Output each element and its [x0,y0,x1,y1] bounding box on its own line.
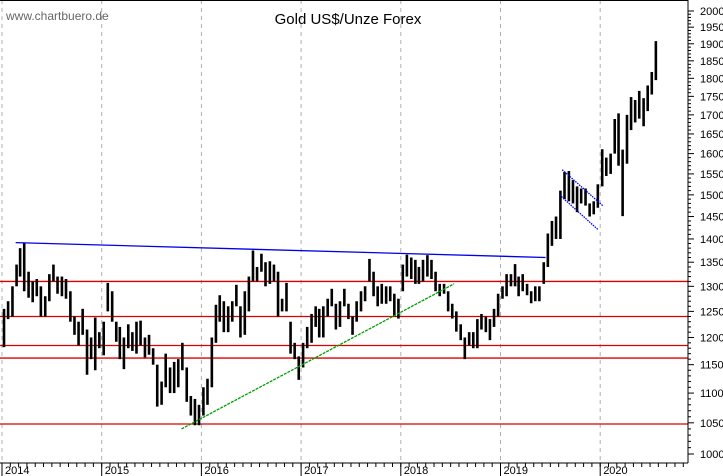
y-tick-label: 1700 [700,110,723,122]
year-gridlines [1,0,601,463]
y-tick-label: 1900 [700,39,723,51]
price-bars [2,41,658,426]
y-tick-label: 1450 [700,212,723,224]
y-tick-label: 1200 [700,332,723,344]
y-tick-label: 1400 [700,234,723,246]
y-tick-label: 1100 [700,388,723,400]
y-tick-label: 1950 [700,22,723,34]
x-tick-label: 2017 [304,465,328,476]
resistance-trend-line [15,241,546,259]
y-tick-label: 1050 [700,418,723,430]
y-tick-label: 1750 [700,91,723,103]
x-tick-label: 2014 [5,465,29,476]
watermark: www.chartbuero.de [5,9,109,23]
y-tick-label: 1000 [700,449,723,461]
y-tick-label: 1800 [700,73,723,85]
x-tick-label: 2016 [204,465,228,476]
support-trend-line [181,283,455,430]
y-axis: 1000 1050 1100 1150 1200 1250 1300 1350 1400 1450… [688,6,723,461]
trend-lines [15,169,604,430]
y-tick-label: 1600 [700,149,723,161]
channel-lower-trend-line [559,194,599,231]
y-tick-label: 1650 [700,129,723,141]
x-tick-label: 2015 [105,465,129,476]
x-tick-label: 2018 [404,465,428,476]
channel-upper-trend-line [561,169,604,207]
x-axis: 2014 2015 2016 2017 2018 2019 2020 [1,463,684,476]
y-tick-label: 1850 [700,56,723,68]
y-tick-label: 2000 [700,6,723,18]
y-tick-label: 1300 [700,281,723,293]
y-tick-label: 1500 [700,190,723,202]
y-tick-label: 1150 [700,360,723,372]
support-lines [0,280,688,425]
x-tick-label: 2020 [603,465,627,476]
x-tick-label: 2019 [504,465,528,476]
chart-title: Gold US$/Unze Forex [275,11,422,28]
y-tick-label: 1250 [700,306,723,318]
y-tick-label: 1550 [700,169,723,181]
y-tick-label: 1350 [700,257,723,269]
